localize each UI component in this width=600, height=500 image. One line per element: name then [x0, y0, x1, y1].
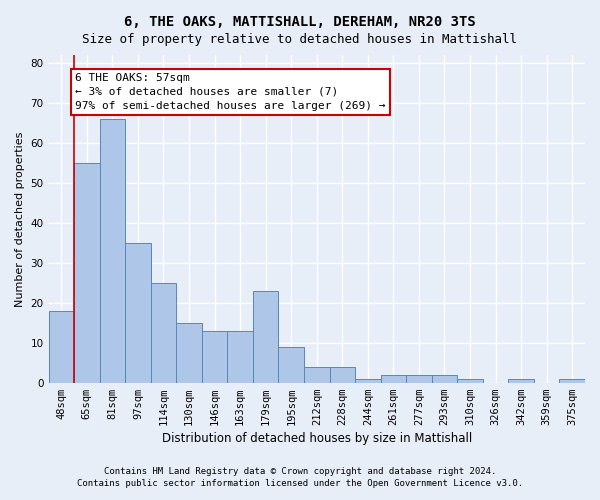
- Bar: [329, 366, 355, 382]
- Bar: [457, 378, 483, 382]
- Bar: [176, 323, 202, 382]
- Bar: [151, 283, 176, 382]
- Text: Contains HM Land Registry data © Crown copyright and database right 2024.: Contains HM Land Registry data © Crown c…: [104, 468, 496, 476]
- Text: Size of property relative to detached houses in Mattishall: Size of property relative to detached ho…: [83, 32, 517, 46]
- Bar: [559, 378, 585, 382]
- Text: 6, THE OAKS, MATTISHALL, DEREHAM, NR20 3TS: 6, THE OAKS, MATTISHALL, DEREHAM, NR20 3…: [124, 15, 476, 29]
- Bar: [380, 374, 406, 382]
- Y-axis label: Number of detached properties: Number of detached properties: [15, 131, 25, 306]
- Bar: [227, 330, 253, 382]
- Bar: [355, 378, 380, 382]
- Bar: [74, 163, 100, 382]
- Bar: [202, 330, 227, 382]
- Bar: [432, 374, 457, 382]
- Text: 6 THE OAKS: 57sqm
← 3% of detached houses are smaller (7)
97% of semi-detached h: 6 THE OAKS: 57sqm ← 3% of detached house…: [76, 73, 386, 111]
- Text: Contains public sector information licensed under the Open Government Licence v3: Contains public sector information licen…: [77, 478, 523, 488]
- Bar: [125, 243, 151, 382]
- Bar: [508, 378, 534, 382]
- Bar: [304, 366, 329, 382]
- Bar: [406, 374, 432, 382]
- Bar: [253, 291, 278, 382]
- X-axis label: Distribution of detached houses by size in Mattishall: Distribution of detached houses by size …: [161, 432, 472, 445]
- Bar: [49, 311, 74, 382]
- Bar: [278, 346, 304, 382]
- Bar: [100, 119, 125, 382]
